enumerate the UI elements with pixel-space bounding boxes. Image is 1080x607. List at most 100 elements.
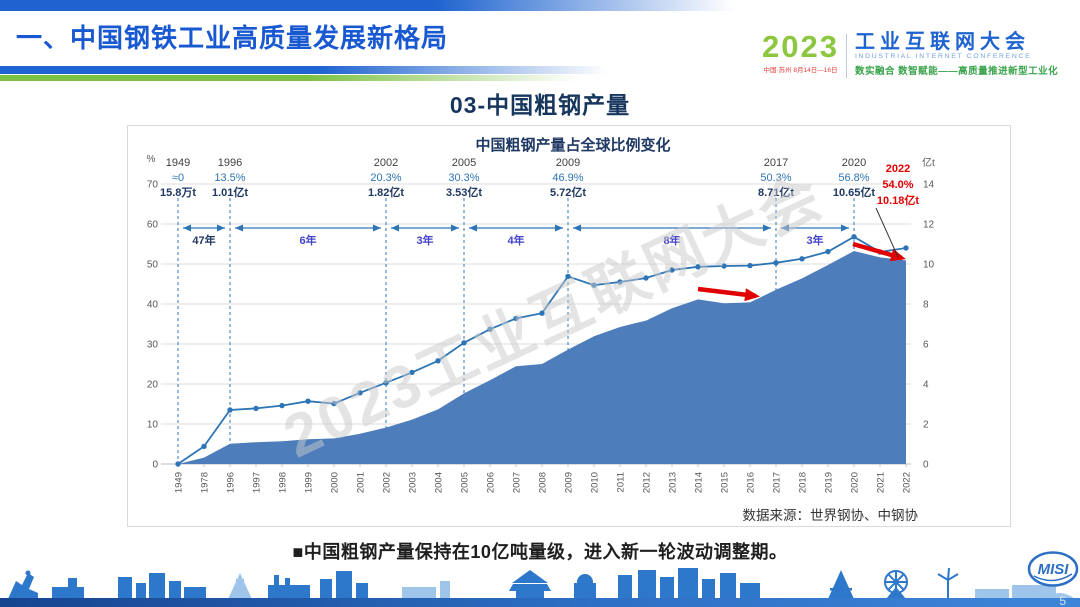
svg-text:1.01亿t: 1.01亿t: [212, 185, 248, 199]
footer-cityscape-graphic: [8, 567, 1075, 599]
svg-text:1949: 1949: [166, 157, 190, 169]
chart-gridlines: 0 10 20 30 40 50 60 70 0 2 4 6 8 10 12 14% 亿t 1949 1978 199…: [147, 154, 935, 493]
page-number: 5: [1059, 594, 1066, 607]
page-title: 一、中国钢铁工业高质量发展新格局: [16, 23, 449, 53]
svg-text:54.0%: 54.0%: [882, 179, 913, 191]
header-rule-blue: [0, 66, 640, 74]
svg-text:1997: 1997: [252, 472, 263, 493]
svg-text:14: 14: [923, 180, 935, 191]
svg-text:亿t: 亿t: [922, 156, 935, 169]
svg-text:2013: 2013: [668, 472, 679, 493]
conference-logo-year: 2023: [762, 29, 839, 64]
svg-text:2014: 2014: [694, 472, 705, 493]
chart-source: 数据来源：世界钢协、中钢协: [743, 508, 919, 523]
svg-text:1998: 1998: [278, 472, 289, 493]
milestone-labels: 1949 ≈0 15.8万t 1996 13.5%1.01亿t 2002 20.3%1.82…: [160, 157, 919, 207]
conference-logo: 2023 中国·苏州 8月14日—16日 工业互联网大会 INDUSTRIAL …: [762, 29, 1058, 78]
svg-text:2015: 2015: [720, 472, 731, 493]
svg-text:10: 10: [147, 420, 159, 431]
svg-text:2000: 2000: [330, 472, 341, 493]
svg-text:2002: 2002: [382, 472, 393, 493]
svg-text:3.53亿t: 3.53亿t: [446, 185, 482, 199]
header-rule-green: [0, 75, 610, 81]
footer-bar: [0, 598, 1080, 607]
svg-text:2005: 2005: [452, 157, 476, 169]
svg-text:2021: 2021: [876, 472, 887, 493]
svg-text:2016: 2016: [746, 472, 757, 493]
svg-text:5.72亿t: 5.72亿t: [550, 185, 586, 199]
svg-text:1978: 1978: [200, 472, 211, 493]
svg-text:30.3%: 30.3%: [448, 172, 479, 184]
svg-text:1996: 1996: [218, 157, 242, 169]
conference-logo-text-block: 工业互联网大会 INDUSTRIAL INTERNET CONFERENCE 数…: [855, 32, 1058, 77]
svg-text:2009: 2009: [564, 472, 575, 493]
svg-text:2017: 2017: [772, 472, 783, 493]
chart-card: 0 10 20 30 40 50 60 70 0 2 4 6 8 10 12 14% 亿t 1949 1978 199…: [127, 125, 1011, 527]
svg-text:2018: 2018: [798, 472, 809, 493]
svg-text:2007: 2007: [512, 472, 523, 493]
svg-text:0: 0: [152, 460, 158, 471]
svg-text:6年: 6年: [299, 233, 316, 247]
svg-text:0: 0: [923, 460, 929, 471]
svg-text:10: 10: [923, 260, 935, 271]
svg-text:8年: 8年: [663, 233, 680, 247]
svg-text:50.3%: 50.3%: [760, 172, 791, 184]
svg-text:2022: 2022: [902, 472, 913, 493]
svg-text:13.5%: 13.5%: [214, 172, 245, 184]
conference-logo-venue: 中国·苏州 8月14日—16日: [763, 67, 838, 74]
svg-text:1996: 1996: [226, 472, 237, 493]
svg-text:%: %: [147, 154, 156, 165]
conference-name-cn: 工业互联网大会: [854, 31, 1030, 53]
svg-text:3年: 3年: [416, 233, 433, 247]
chart-svg: 0 10 20 30 40 50 60 70 0 2 4 6 8 10 12 14% 亿t 1949 1978 199…: [147, 136, 935, 523]
svg-text:4: 4: [923, 380, 929, 391]
svg-text:MISI: MISI: [1038, 561, 1070, 578]
svg-text:70: 70: [147, 180, 159, 191]
section-title: 03-中国粗钢产量: [449, 92, 631, 118]
conference-tagline: 数实融合 数智赋能——高质量推进新型工业化: [854, 66, 1059, 77]
svg-text:2001: 2001: [356, 472, 367, 493]
production-area: [178, 251, 906, 464]
trend-annotations: [697, 207, 906, 302]
svg-text:8.71亿t: 8.71亿t: [758, 185, 794, 199]
svg-text:2020: 2020: [842, 157, 866, 169]
svg-text:2010: 2010: [590, 472, 601, 493]
conference-name-en: INDUSTRIAL INTERNET CONFERENCE: [854, 53, 1032, 60]
svg-text:30: 30: [147, 340, 159, 351]
svg-text:8: 8: [923, 300, 929, 311]
svg-text:2020: 2020: [850, 472, 861, 493]
svg-text:10.65亿t: 10.65亿t: [833, 185, 876, 199]
svg-text:2003: 2003: [408, 472, 419, 493]
svg-text:47年: 47年: [192, 233, 215, 247]
svg-text:2005: 2005: [460, 472, 471, 493]
crude-steel-chart: 0 10 20 30 40 50 60 70 0 2 4 6 8 10 12 14% 亿t 1949 1978 199…: [128, 126, 1010, 531]
svg-text:1949: 1949: [174, 472, 185, 493]
svg-text:40: 40: [147, 300, 159, 311]
svg-text:10.18亿t: 10.18亿t: [877, 193, 920, 207]
svg-text:2017: 2017: [764, 157, 788, 169]
svg-text:2008: 2008: [538, 472, 549, 493]
svg-text:6: 6: [923, 340, 929, 351]
svg-text:2002: 2002: [374, 157, 398, 169]
svg-text:2006: 2006: [486, 472, 497, 493]
interval-arrows: 47年 6年 3年 4年 8年 3年: [183, 224, 849, 247]
svg-text:1.82亿t: 1.82亿t: [368, 185, 404, 199]
svg-text:20: 20: [147, 380, 159, 391]
svg-text:15.8万t: 15.8万t: [160, 186, 196, 199]
svg-text:4年: 4年: [507, 233, 524, 247]
svg-text:3年: 3年: [806, 233, 823, 247]
key-point-text: ■中国粗钢产量保持在10亿吨量级，进入新一轮波动调整期。: [292, 542, 788, 562]
svg-text:50: 50: [147, 260, 159, 271]
svg-text:2022: 2022: [886, 163, 910, 175]
svg-text:60: 60: [147, 220, 159, 231]
svg-text:56.8%: 56.8%: [838, 172, 869, 184]
svg-text:20.3%: 20.3%: [370, 172, 401, 184]
svg-text:2: 2: [923, 420, 929, 431]
misi-logo: MISI: [1027, 551, 1079, 587]
svg-text:2012: 2012: [642, 472, 653, 493]
svg-text:1999: 1999: [304, 472, 315, 493]
svg-text:2019: 2019: [824, 472, 835, 493]
header-top-bar: [0, 0, 790, 11]
svg-text:2009: 2009: [556, 157, 580, 169]
